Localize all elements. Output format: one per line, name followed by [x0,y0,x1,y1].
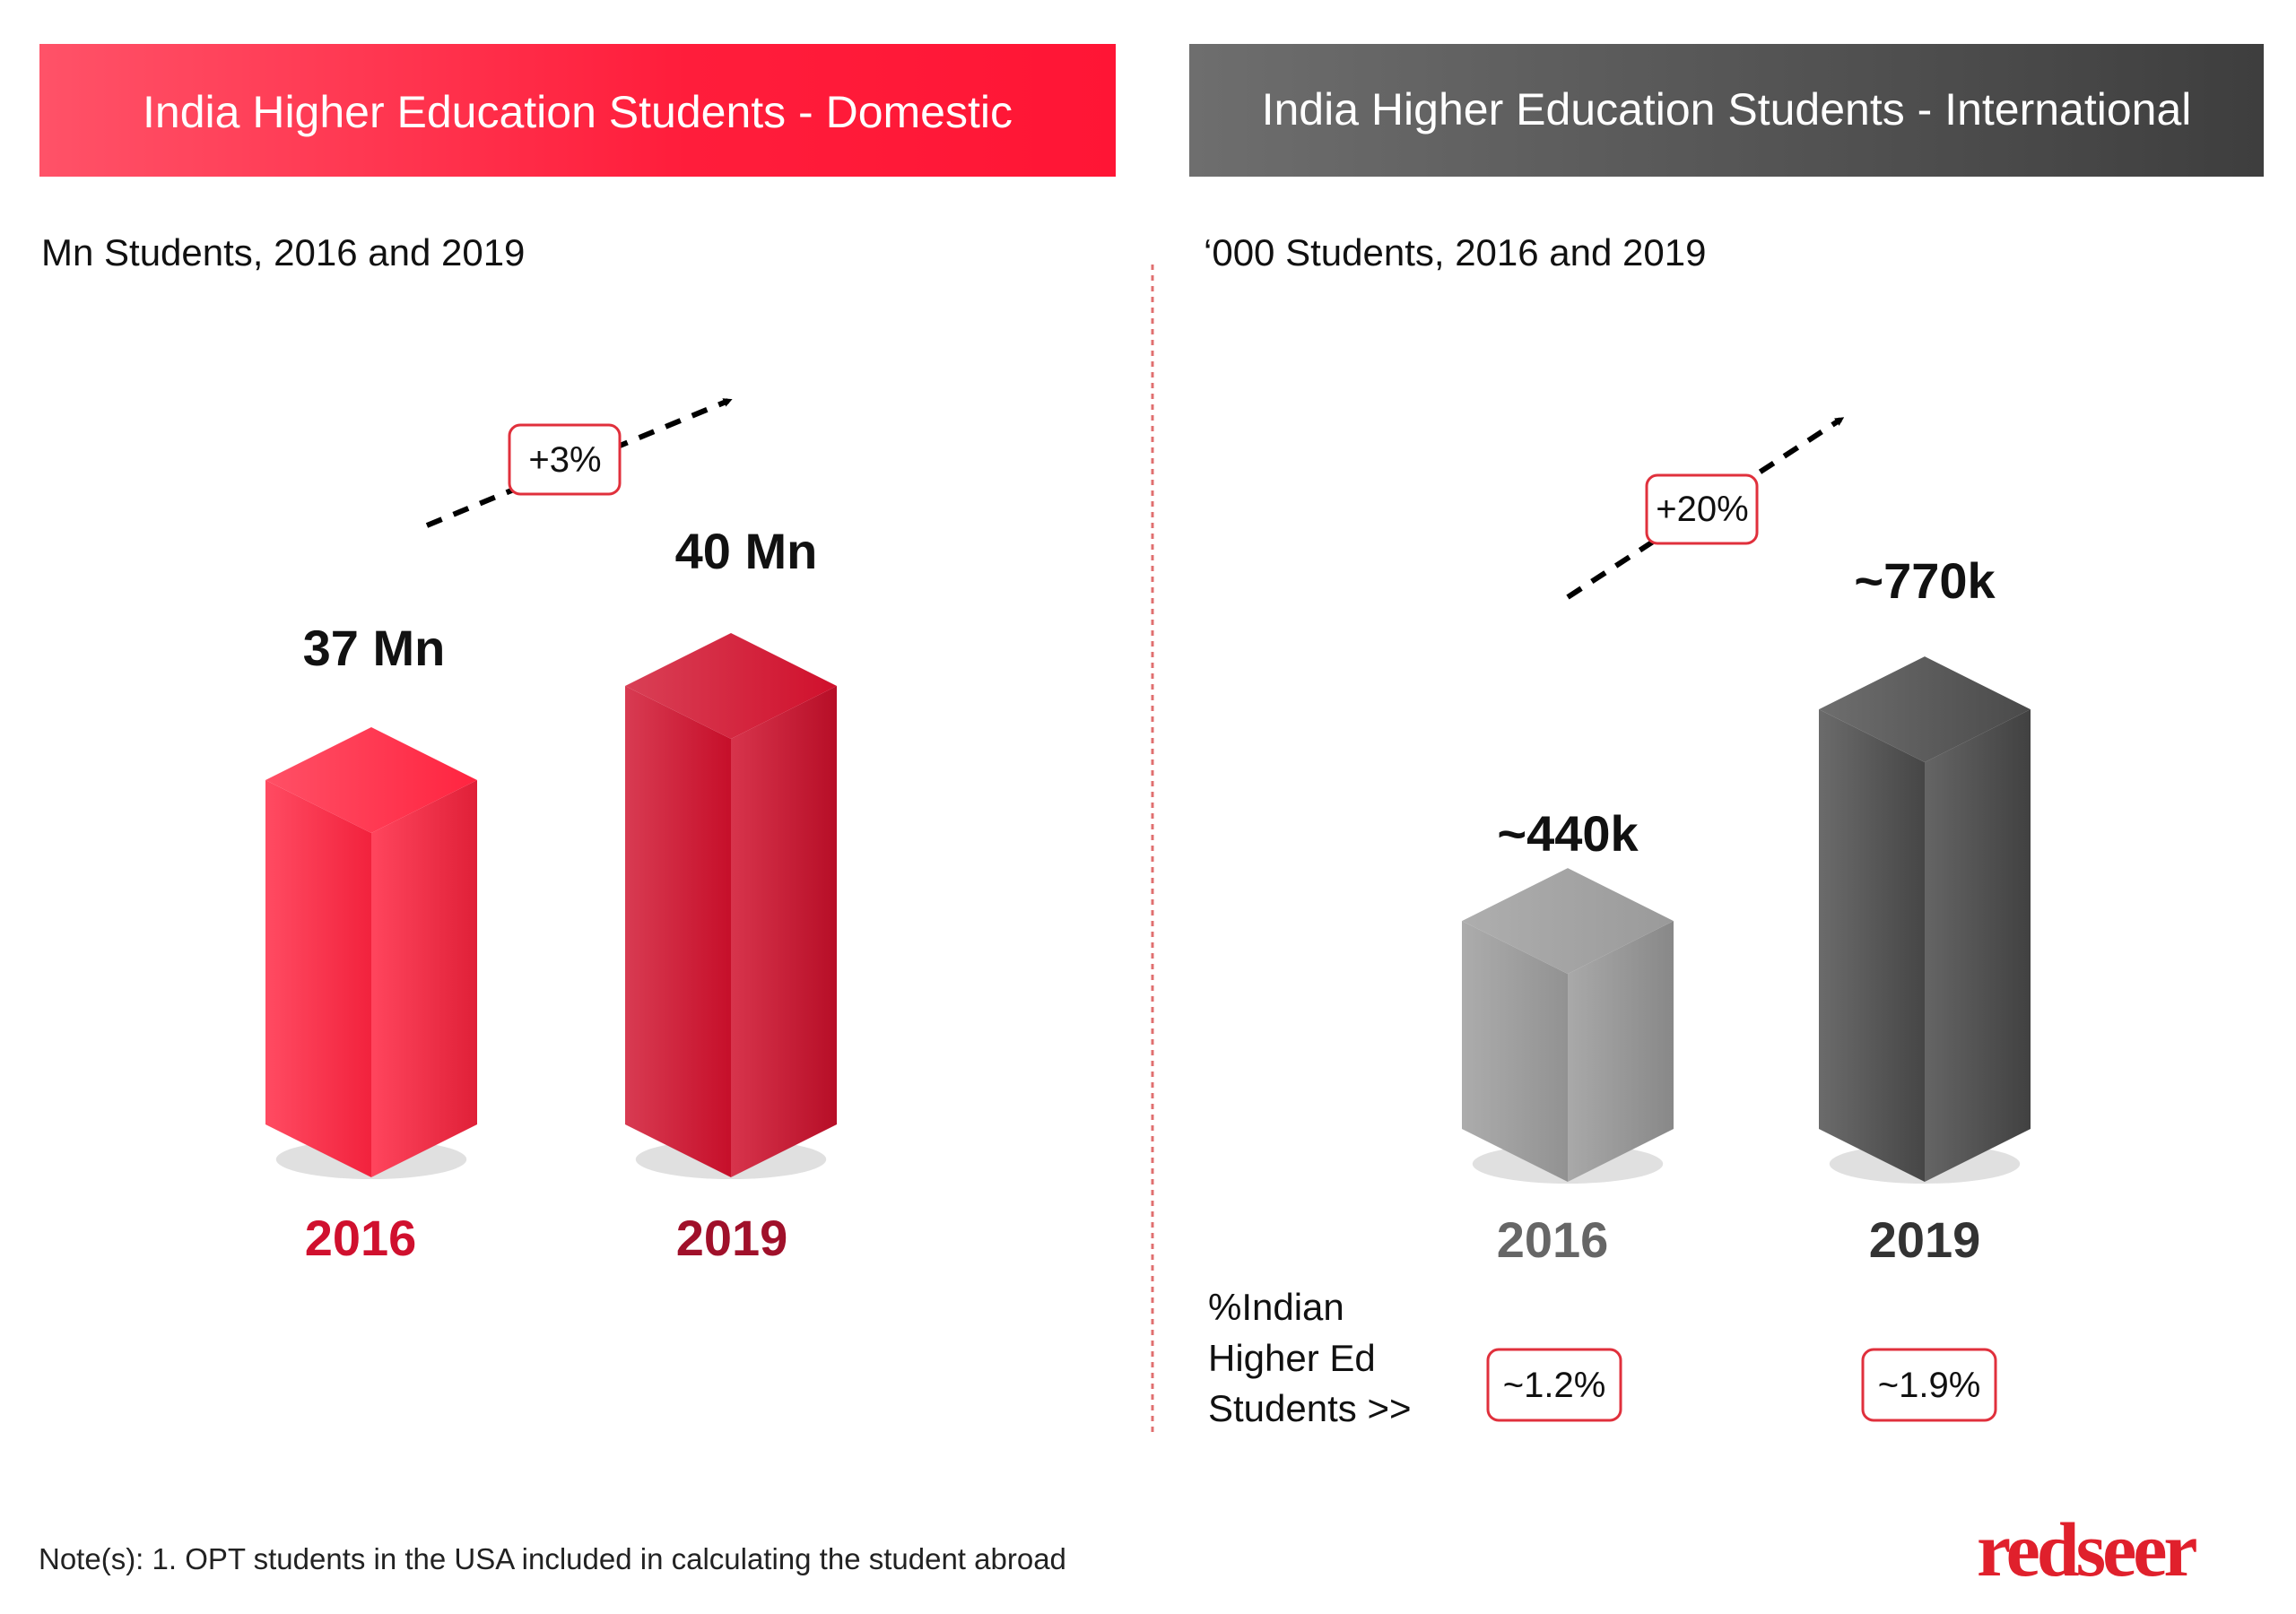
international-value-2016: ~440k [1497,805,1639,862]
domestic-year-2019: 2019 [676,1210,788,1266]
international-year-2019: 2019 [1869,1211,1981,1268]
international-year-2016: 2016 [1497,1211,1609,1268]
domestic-value-2016: 37 Mn [303,620,446,676]
domestic-bar-top-face-2016 [265,727,477,833]
international-bar-right-face-2019 [1925,709,2031,1182]
redseer-logo: redseer [1977,1506,2196,1592]
share-value-2019: ~1.9% [1878,1366,1981,1405]
international-growth-arrow [1566,417,1845,600]
domestic-value-2019: 40 Mn [675,523,818,579]
international-value-2019: ~770k [1854,552,1996,609]
international-title: India Higher Education Students - Intern… [1262,84,2192,134]
international-bar-left-face-2016 [1462,921,1568,1182]
international-growth-label: +20% [1656,490,1748,529]
international-header-bg [1189,44,2264,177]
share-label-line3: Students >> [1208,1387,1412,1429]
domestic-growth-arrow [425,398,733,528]
domestic-bar-top-face-2019 [625,633,837,739]
domestic-bar-left-face-2019 [625,686,731,1177]
domestic-bar-right-face-2019 [731,686,837,1177]
domestic-growth-label: +3% [528,440,601,480]
international-growth-box [1645,473,1759,545]
domestic-bar-left-face-2016 [265,780,371,1177]
domestic-growth-box [508,423,622,496]
international-bar-right-face-2016 [1568,921,1674,1182]
domestic-bar-right-face-2016 [371,780,477,1177]
domestic-title: India Higher Education Students - Domest… [143,87,1013,137]
international-bar-top-face-2019 [1819,656,2031,763]
share-label-line2: Higher Ed [1208,1337,1376,1379]
domestic-year-2016: 2016 [305,1210,417,1266]
share-value-2016: ~1.2% [1503,1366,1606,1405]
international-bar-left-face-2019 [1819,709,1925,1182]
share-label-line1: %Indian [1208,1286,1344,1328]
international-subtitle: ‘000 Students, 2016 and 2019 [1204,231,1706,273]
international-bar-top-face-2016 [1462,868,1674,975]
footnote: Note(s): 1. OPT students in the USA incl… [39,1542,1066,1575]
share-box-2019 [1861,1348,1997,1422]
domestic-subtitle: Mn Students, 2016 and 2019 [41,231,525,273]
domestic-header-bg [39,44,1116,177]
share-box-2016 [1486,1348,1622,1422]
